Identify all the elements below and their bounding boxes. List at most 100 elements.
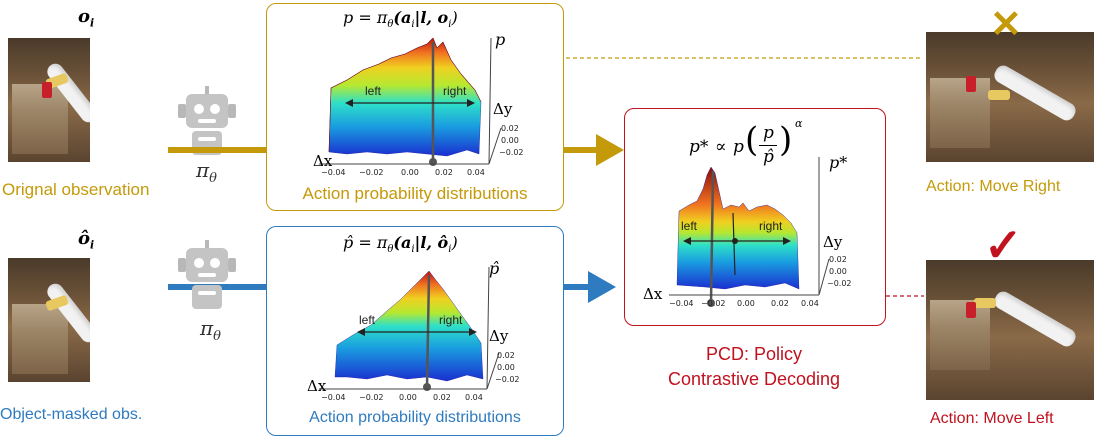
pcd-axis-p: p* [829,153,848,172]
bottom-surface [334,270,484,382]
bottom-formula-part3: |l, ô [414,233,449,252]
top-distribution-panel: p = πθ(ai|l, oi) left right p Δy Δx 0.02 [266,3,564,211]
arrow-bottom [588,271,616,303]
bottom-formula-part1: p̂ = π [343,233,388,252]
top-axis-dx: Δx [313,152,333,170]
bottom-formula-sub2: i [411,244,415,256]
result-image-top [926,32,1094,162]
bottom-xtick-1: −0.02 [359,393,384,402]
bottom-panel-caption: Action probability distributions [309,409,521,426]
policy-label-top: πθ [196,158,217,186]
wrong-mark-icon: ✕ [990,4,1022,46]
top-xtick-0: −0.04 [321,168,346,177]
obs-symbol-bottom-text: ô [78,228,91,249]
policy-sub-bottom: θ [213,329,221,344]
pcd-p-axis-line [709,170,715,304]
obs-symbol-top: oi [78,6,94,30]
obs-symbol-bottom-sub: i [90,238,95,252]
pcd-caption: PCD: Policy Contrastive Decoding [628,342,880,392]
obs-symbol-bottom: ôi [78,228,94,252]
bottom-formula-close: ) [451,233,458,252]
bottom-surface-plot [319,266,500,391]
top-surface-plot [319,37,502,166]
result-caption-bottom: Action: Move Left [930,410,1054,427]
bottom-xtick-2: 0.00 [399,393,417,402]
top-formula-part2: (a [393,8,412,27]
policy-symbol-bottom: π [200,316,214,340]
top-xtick-1: −0.02 [359,168,384,177]
pcd-formula-lhs: p* [689,137,709,157]
top-xtick-3: 0.02 [435,168,453,177]
masked-observation-caption: Object-masked obs. [0,406,143,423]
arrow-top [596,134,624,166]
pcd-axis-dx: Δx [643,285,663,303]
pcd-formula-paren-close: ) [779,120,793,160]
pcd-formula-exp: α [795,117,803,130]
bottom-formula-sub1: θ [387,244,394,256]
bottom-xtick-4: 0.04 [465,393,483,402]
top-formula-sub3: i [448,19,452,31]
top-axis-dy: Δy [493,100,513,118]
pcd-ytick-2: −0.02 [827,279,852,288]
pcd-formula-fraction-bar [759,145,777,146]
obs-symbol-top-sub: i [90,16,95,30]
top-formula-part1: p = π [343,8,388,27]
top-ytick-1: 0.00 [501,136,519,145]
result-image-bottom [926,260,1094,400]
pcd-ytick-0: 0.02 [829,255,847,264]
top-xtick-2: 0.00 [401,168,419,177]
policy-label-bottom: πθ [200,316,221,344]
robot-icon-bottom [176,240,238,312]
top-axis-p: p [495,30,506,49]
original-observation-caption: Orignal observation [2,180,150,199]
top-ytick-0: 0.02 [501,124,519,133]
bottom-ytick-2: −0.02 [495,375,520,384]
pcd-distribution-panel: p* ∝ p ( p p̂ ) α [624,108,886,326]
pcd-axis-dy: Δy [823,233,843,251]
bottom-p-axis-line [425,274,431,388]
bottom-right-label: right [439,313,463,327]
pcd-formula-p: p [733,137,744,157]
top-formula-sub1: θ [387,19,394,31]
pcd-surface [676,166,800,290]
correct-mark-icon: ✓ [984,219,1023,271]
bottom-xtick-0: −0.04 [321,393,346,402]
masked-observation-image [8,258,90,382]
top-xtick-4: 0.04 [467,168,485,177]
bottom-ytick-1: 0.00 [497,363,515,372]
bottom-axis-dy: Δy [489,327,509,345]
bottom-panel-formula: p̂ = πθ(ai|l, ôi) [343,233,458,255]
bottom-formula-part2: (a [393,233,412,252]
top-right-label: right [443,84,467,98]
pcd-xtick-3: 0.02 [771,299,789,308]
pcd-xtick-2: 0.00 [737,299,755,308]
pcd-formula-prop: ∝ [715,137,727,157]
top-left-label: left [365,84,382,98]
bottom-formula-sub3: i [448,244,452,256]
pcd-ytick-1: 0.00 [829,267,847,276]
top-panel-formula: p = πθ(ai|l, oi) [343,8,458,30]
top-formula-close: ) [451,8,458,27]
pcd-surface-plot [669,157,830,307]
bottom-axis-dx: Δx [307,377,327,395]
original-observation-image [8,38,90,162]
result-caption-top: Action: Move Right [926,178,1061,195]
pcd-formula-num: p [763,123,774,143]
top-ytick-2: −0.02 [499,148,524,157]
top-panel-caption: Action probability distributions [302,184,528,203]
pcd-formula-den: p̂ [763,147,774,167]
bottom-distribution-panel: p̂ = πθ(ai|l, ôi) left right p̂ Δy Δx 0.… [266,226,564,436]
policy-sub-top: θ [209,171,217,186]
pcd-xtick-1: −0.02 [701,299,726,308]
pcd-caption-line2: Contrastive Decoding [667,369,841,389]
obs-symbol-top-text: o [78,6,91,27]
pcd-xtick-4: 0.04 [801,299,819,308]
top-formula-part3: |l, o [414,8,449,27]
pcd-formula-paren-open: ( [745,120,759,160]
pcd-xtick-0: −0.04 [669,299,694,308]
bottom-xtick-3: 0.02 [433,393,451,402]
top-formula-sub2: i [411,19,415,31]
bottom-axis-p: p̂ [489,259,500,278]
bottom-left-label: left [359,313,376,327]
pcd-left-label: left [681,219,698,233]
